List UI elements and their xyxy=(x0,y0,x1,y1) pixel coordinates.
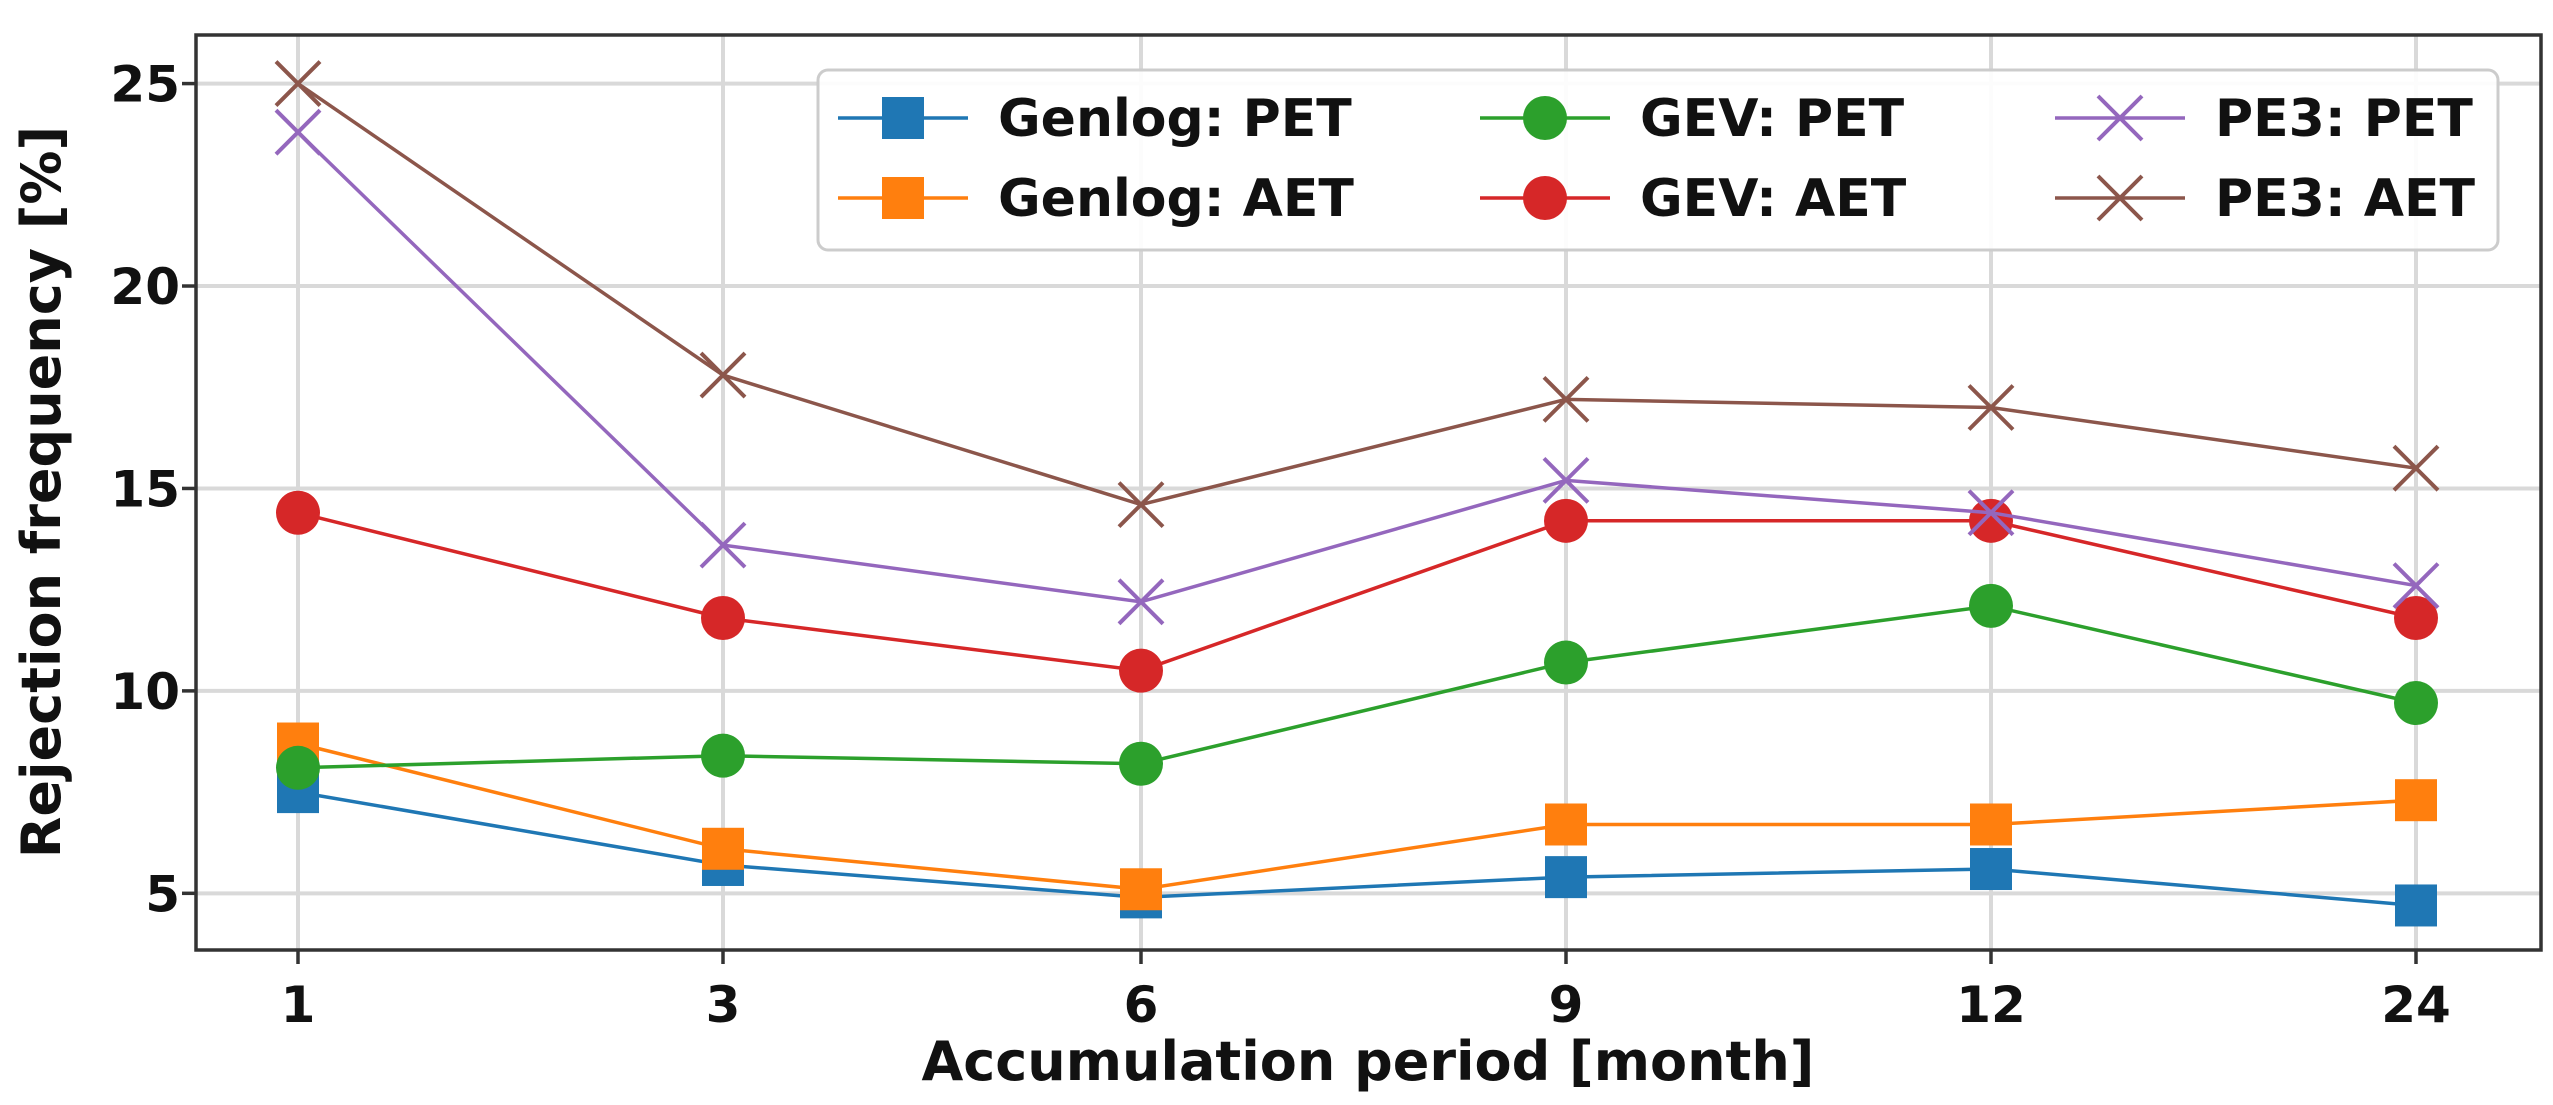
x-tick-label: 12 xyxy=(1956,976,2026,1034)
data-point xyxy=(1544,640,1588,685)
data-point xyxy=(274,60,322,107)
data-point xyxy=(1967,384,2015,431)
data-point xyxy=(1542,375,1590,423)
y-tick-label: 5 xyxy=(145,865,180,923)
legend-marker xyxy=(882,177,924,219)
legend: Genlog: PET Genlog: AET GEV: PET GEV: AET PE… xyxy=(816,68,2500,252)
data-point xyxy=(1120,868,1162,911)
x-tick-label: 3 xyxy=(706,976,741,1034)
legend-label: GEV: PET xyxy=(1640,89,1905,149)
data-point xyxy=(1544,498,1588,543)
legend-item-pe3-aet: PE3: AET xyxy=(2055,169,2475,229)
series-line xyxy=(297,790,2417,908)
data-point xyxy=(1969,498,2013,543)
data-point xyxy=(1545,856,1587,899)
data-point xyxy=(702,827,744,870)
data-point xyxy=(1969,583,2013,628)
legend-label: GEV: AET xyxy=(1640,169,1907,229)
data-point xyxy=(701,733,745,778)
series-line xyxy=(296,130,2417,604)
series-line xyxy=(297,511,2417,673)
plot-frame xyxy=(194,33,2543,952)
legend-item-genlog-pet: Genlog: PET xyxy=(838,89,1352,149)
series-genlog-pet xyxy=(277,771,2437,927)
legend-marker xyxy=(2096,94,2144,142)
data-point xyxy=(1970,848,2012,891)
data-point xyxy=(276,745,320,790)
series-layer xyxy=(274,60,2440,927)
series-gev-aet xyxy=(276,490,2438,693)
data-point xyxy=(2395,779,2437,822)
y-axis-title: Rejection frequency [%] xyxy=(10,126,73,858)
data-point xyxy=(1117,481,1165,529)
tick-labels: 1 3 6 9 12 24 5 10 15 20 25 xyxy=(110,56,2450,1034)
data-point xyxy=(1970,803,2012,846)
y-tick-label: 20 xyxy=(110,258,180,316)
data-point xyxy=(1119,741,1163,786)
legend-label: PE3: PET xyxy=(2215,89,2473,149)
series-line xyxy=(297,741,2417,892)
y-tick-label: 10 xyxy=(110,663,180,721)
x-tick-label: 1 xyxy=(281,976,316,1034)
data-point xyxy=(2392,444,2440,492)
legend-item-gev-aet: GEV: AET xyxy=(1480,169,1907,229)
series-pe3-pet xyxy=(274,108,2440,626)
x-tick-label: 9 xyxy=(1549,976,1584,1034)
legend-item-genlog-aet: Genlog: AET xyxy=(838,169,1354,229)
data-point xyxy=(701,596,745,641)
legend-label: PE3: AET xyxy=(2215,169,2475,229)
data-point xyxy=(2395,884,2437,927)
data-point xyxy=(699,521,747,569)
legend-item-gev-pet: GEV: PET xyxy=(1480,89,1905,149)
data-point xyxy=(2394,596,2438,641)
data-point xyxy=(276,490,320,535)
data-point xyxy=(2394,681,2438,726)
data-point xyxy=(274,108,322,156)
series-line xyxy=(297,604,2417,770)
data-point xyxy=(699,351,747,399)
legend-label: Genlog: PET xyxy=(998,89,1352,149)
data-point xyxy=(1967,489,2015,537)
legend-marker xyxy=(2096,174,2144,222)
legend-box xyxy=(816,68,2500,252)
series-pe3-aet xyxy=(274,60,2440,529)
x-tick-label: 24 xyxy=(2381,976,2451,1034)
series-genlog-aet xyxy=(277,722,2437,911)
y-tick-label: 15 xyxy=(110,460,180,518)
legend-marker xyxy=(1523,176,1567,220)
x-tick-label: 6 xyxy=(1124,976,1159,1034)
data-point xyxy=(1545,803,1587,846)
y-tick-label: 25 xyxy=(110,56,180,114)
legend-marker xyxy=(882,97,924,139)
series-gev-pet xyxy=(276,583,2438,790)
x-axis-title: Accumulation period [month] xyxy=(922,1030,1815,1093)
legend-marker xyxy=(1523,96,1567,140)
legend-item-pe3-pet: PE3: PET xyxy=(2055,89,2473,149)
data-point xyxy=(1542,456,1590,504)
data-point xyxy=(2392,562,2440,610)
series-line xyxy=(297,82,2417,507)
legend-label: Genlog: AET xyxy=(998,169,1354,229)
data-point xyxy=(1117,578,1165,626)
data-point xyxy=(1119,648,1163,693)
